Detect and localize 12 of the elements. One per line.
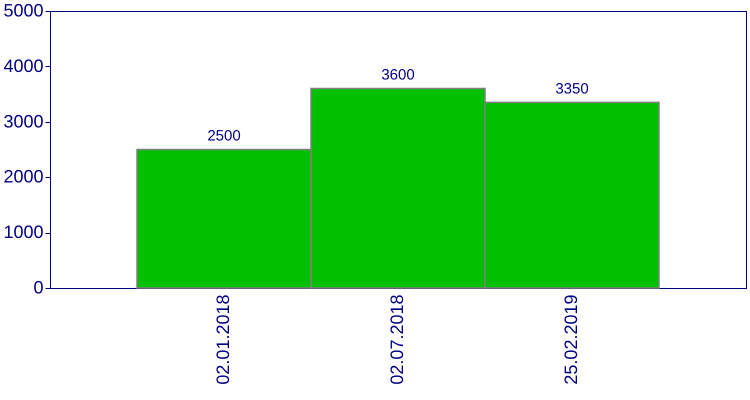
y-tick-label: 0: [33, 278, 44, 298]
y-tick-label: 2000: [3, 166, 44, 187]
x-tick-label: 25.02.2019: [561, 294, 581, 385]
data-label: 3350: [555, 80, 589, 98]
y-tick-label: 5000: [3, 0, 44, 20]
x-tick-label: 02.07.2018: [387, 294, 407, 385]
x-tick-label: 02.01.2018: [213, 294, 233, 385]
y-tick-label: 3000: [3, 111, 44, 132]
y-tick-label: 4000: [3, 56, 44, 76]
data-label: 2500: [207, 128, 241, 144]
y-tick-label: 1000: [3, 222, 44, 242]
data-label: 3600: [381, 66, 415, 84]
